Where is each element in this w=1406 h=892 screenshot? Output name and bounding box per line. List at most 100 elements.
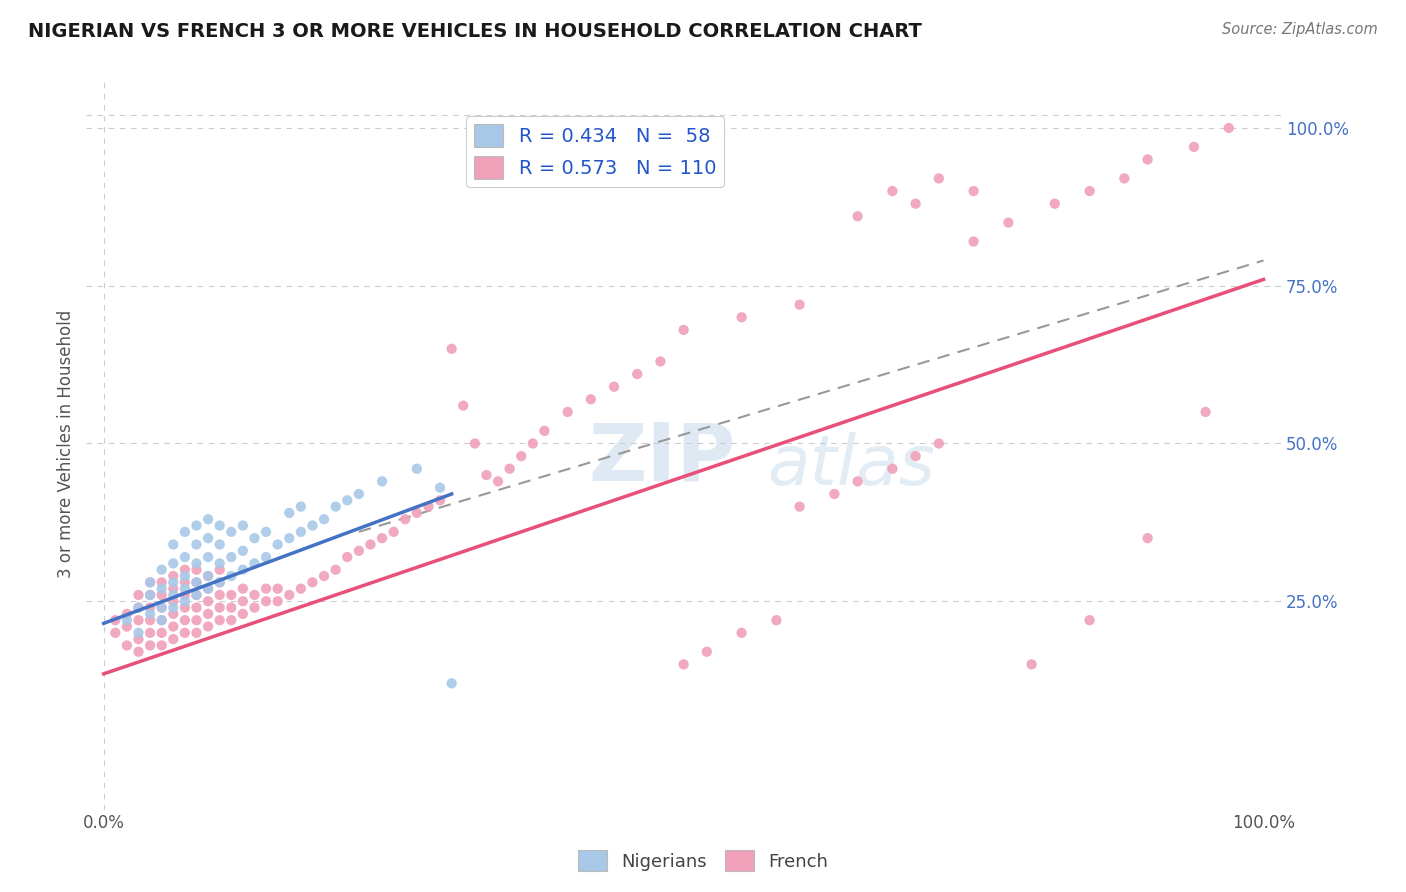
Point: [1078, 613, 1101, 627]
Point: [173, 524, 195, 539]
Point: [243, 557, 266, 571]
Point: [208, 537, 231, 551]
Point: [162, 575, 184, 590]
Point: [115, 613, 138, 627]
Point: [429, 493, 451, 508]
Point: [928, 171, 950, 186]
Point: [243, 531, 266, 545]
Point: [139, 639, 162, 653]
Point: [162, 619, 184, 633]
Point: [150, 613, 173, 627]
Point: [139, 600, 162, 615]
Point: [186, 575, 208, 590]
Point: [208, 588, 231, 602]
Point: [208, 518, 231, 533]
Point: [533, 424, 555, 438]
Point: [440, 342, 463, 356]
Text: ZIP: ZIP: [588, 419, 735, 497]
Point: [162, 607, 184, 621]
Text: Source: ZipAtlas.com: Source: ZipAtlas.com: [1222, 22, 1378, 37]
Point: [510, 449, 533, 463]
Point: [219, 600, 242, 615]
Point: [173, 550, 195, 565]
Point: [325, 500, 347, 514]
Legend: R = 0.434   N =  58, R = 0.573   N = 110: R = 0.434 N = 58, R = 0.573 N = 110: [467, 117, 724, 186]
Point: [186, 563, 208, 577]
Point: [197, 619, 219, 633]
Point: [162, 588, 184, 602]
Point: [150, 575, 173, 590]
Point: [672, 657, 695, 672]
Point: [208, 575, 231, 590]
Point: [219, 588, 242, 602]
Point: [173, 613, 195, 627]
Point: [197, 582, 219, 596]
Point: [254, 524, 277, 539]
Point: [173, 563, 195, 577]
Point: [150, 625, 173, 640]
Point: [904, 196, 927, 211]
Point: [197, 569, 219, 583]
Point: [359, 537, 381, 551]
Point: [347, 543, 370, 558]
Point: [1136, 153, 1159, 167]
Point: [127, 632, 149, 647]
Point: [173, 594, 195, 608]
Point: [150, 582, 173, 596]
Point: [162, 594, 184, 608]
Point: [219, 550, 242, 565]
Point: [451, 399, 474, 413]
Point: [139, 625, 162, 640]
Point: [312, 512, 335, 526]
Point: [962, 184, 984, 198]
Point: [150, 600, 173, 615]
Point: [173, 625, 195, 640]
Point: [115, 639, 138, 653]
Point: [127, 600, 149, 615]
Point: [219, 569, 242, 583]
Point: [1218, 120, 1240, 135]
Point: [139, 588, 162, 602]
Point: [186, 518, 208, 533]
Point: [765, 613, 787, 627]
Point: [243, 600, 266, 615]
Point: [197, 569, 219, 583]
Point: [197, 607, 219, 621]
Point: [464, 436, 486, 450]
Point: [232, 518, 254, 533]
Point: [254, 550, 277, 565]
Point: [278, 588, 301, 602]
Point: [382, 524, 405, 539]
Text: NIGERIAN VS FRENCH 3 OR MORE VEHICLES IN HOUSEHOLD CORRELATION CHART: NIGERIAN VS FRENCH 3 OR MORE VEHICLES IN…: [28, 22, 922, 41]
Point: [173, 569, 195, 583]
Point: [278, 506, 301, 520]
Point: [997, 216, 1019, 230]
Point: [254, 582, 277, 596]
Point: [186, 575, 208, 590]
Point: [522, 436, 544, 450]
Point: [882, 461, 904, 475]
Point: [440, 676, 463, 690]
Point: [579, 392, 602, 407]
Point: [498, 461, 520, 475]
Y-axis label: 3 or more Vehicles in Household: 3 or more Vehicles in Household: [58, 310, 75, 578]
Point: [928, 436, 950, 450]
Point: [232, 563, 254, 577]
Point: [1136, 531, 1159, 545]
Point: [325, 563, 347, 577]
Point: [789, 500, 811, 514]
Point: [104, 625, 127, 640]
Point: [1182, 140, 1205, 154]
Point: [486, 475, 509, 489]
Point: [186, 625, 208, 640]
Point: [162, 582, 184, 596]
Point: [208, 613, 231, 627]
Point: [104, 613, 127, 627]
Point: [162, 632, 184, 647]
Point: [197, 512, 219, 526]
Point: [150, 563, 173, 577]
Point: [730, 625, 752, 640]
Point: [312, 569, 335, 583]
Point: [371, 531, 394, 545]
Point: [301, 518, 323, 533]
